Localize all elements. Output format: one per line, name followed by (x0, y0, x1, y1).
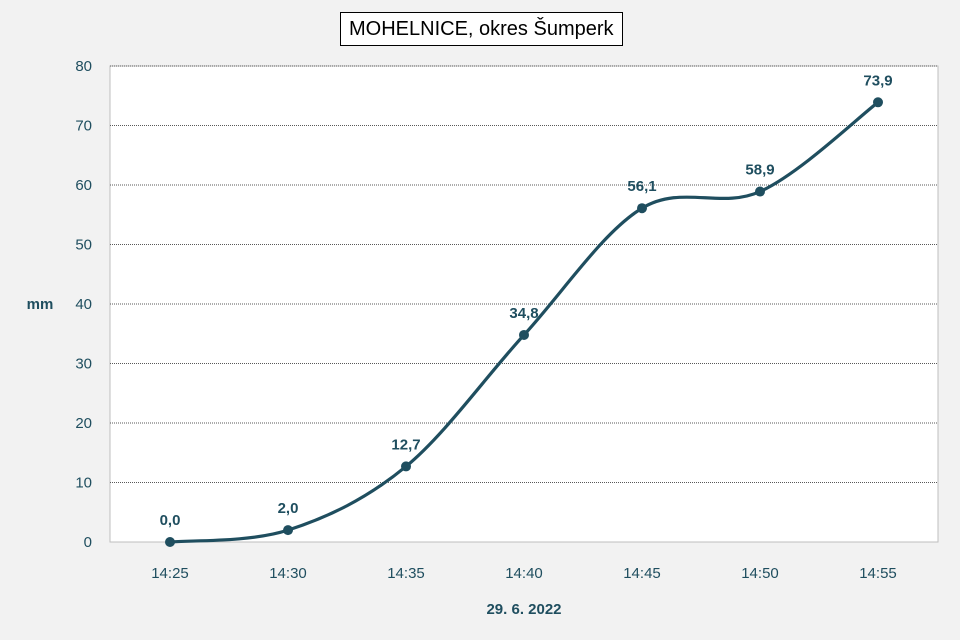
data-point (519, 329, 529, 340)
x-tick-label: 14:55 (859, 565, 897, 582)
y-tick-label: 80 (75, 58, 92, 75)
data-label: 12,7 (391, 436, 420, 453)
data-point (873, 97, 883, 108)
y-tick-label: 30 (75, 356, 92, 373)
data-point (165, 537, 175, 547)
y-tick-label: 10 (75, 475, 92, 492)
data-point (401, 461, 411, 472)
data-points (165, 97, 883, 547)
y-tick-label: 60 (75, 177, 92, 194)
data-label: 58,9 (745, 162, 774, 179)
y-tick-label: 20 (75, 415, 92, 432)
data-point (637, 203, 647, 214)
y-tick-label: 40 (75, 296, 92, 313)
data-label: 34,8 (509, 305, 538, 322)
data-point (755, 186, 765, 197)
y-axis-title: mm (27, 296, 54, 313)
x-tick-label: 14:50 (741, 565, 779, 582)
x-tick-label: 14:30 (269, 565, 307, 582)
x-axis-title: 29. 6. 2022 (486, 601, 561, 618)
x-tick-label: 14:25 (151, 565, 189, 582)
data-label: 2,0 (278, 500, 299, 517)
x-tick-label: 14:40 (505, 565, 543, 582)
y-axis-ticks: 0 10 20 30 40 50 60 70 80 (75, 58, 92, 551)
data-label: 73,9 (863, 72, 892, 89)
gridlines (110, 65, 938, 543)
y-tick-label: 70 (75, 118, 92, 135)
y-tick-label: 0 (84, 534, 92, 551)
x-axis-ticks: 14:25 14:30 14:35 14:40 14:45 14:50 14:55 (151, 565, 897, 582)
y-tick-label: 50 (75, 237, 92, 254)
data-point (283, 525, 293, 536)
data-label: 56,1 (627, 178, 656, 195)
x-tick-label: 14:45 (623, 565, 661, 582)
x-tick-label: 14:35 (387, 565, 425, 582)
data-labels: 0,0 2,0 12,7 34,8 56,1 58,9 73,9 (160, 72, 893, 529)
data-label: 0,0 (160, 512, 181, 529)
chart-title: MOHELNICE, okres Šumperk (340, 12, 623, 46)
